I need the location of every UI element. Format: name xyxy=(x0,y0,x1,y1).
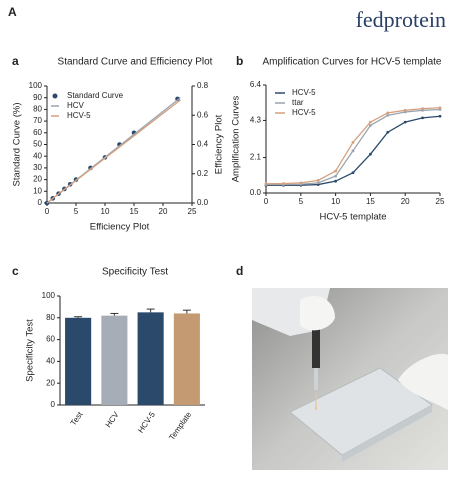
legend-label: HCV xyxy=(67,101,85,110)
y-tick-label: 80 xyxy=(46,313,55,322)
bar xyxy=(173,313,200,405)
point xyxy=(403,120,407,124)
chart-title: Specificity Test xyxy=(102,267,168,278)
x-tick-label: 15 xyxy=(130,207,139,216)
y-tick-label: 50 xyxy=(33,140,42,149)
x-tick-label: 0 xyxy=(264,197,269,206)
y2-tick-label: 0.0 xyxy=(197,198,209,207)
y-tick-label: 0.0 xyxy=(250,188,262,197)
photo xyxy=(252,288,448,470)
legend-label: HCV-5 xyxy=(292,88,316,97)
point xyxy=(351,171,355,175)
point xyxy=(175,96,180,102)
point xyxy=(282,182,285,185)
point xyxy=(438,106,442,110)
point xyxy=(369,152,372,156)
x-tick-label: 20 xyxy=(159,207,168,216)
panel-label: d xyxy=(236,264,243,278)
point xyxy=(386,113,390,117)
point xyxy=(264,182,268,186)
y-tick-label: 40 xyxy=(33,151,42,160)
y-tick-label: 100 xyxy=(29,81,43,90)
y-tick-label: 10 xyxy=(33,186,42,195)
point xyxy=(351,140,355,144)
y-axis-label: Standard Curve (%) xyxy=(12,103,23,187)
y-tick-label: 60 xyxy=(46,335,55,344)
y-tick-label: 2.1 xyxy=(250,153,262,162)
y-tick-label: 4.3 xyxy=(250,116,262,125)
x-tick-label: 5 xyxy=(74,207,79,216)
panel-label: b xyxy=(236,54,243,68)
point xyxy=(334,174,337,178)
bar xyxy=(101,315,128,405)
panel-label: a xyxy=(12,54,19,68)
x-tick-label: Template xyxy=(167,410,193,442)
x-tick-label: 25 xyxy=(436,197,445,206)
bar xyxy=(65,317,92,405)
legend-label: ttar xyxy=(292,98,304,107)
y2-tick-label: 0.4 xyxy=(197,140,209,149)
x-tick-label: 20 xyxy=(401,197,410,206)
figure-label: A xyxy=(8,5,17,19)
y-tick-label: 90 xyxy=(33,93,42,102)
point xyxy=(316,178,320,182)
point xyxy=(316,181,320,185)
y-tick-label: 80 xyxy=(33,105,42,114)
y-tick-label: 0 xyxy=(38,198,43,207)
x-tick-label: 5 xyxy=(299,197,304,206)
x-tick-label: Test xyxy=(69,410,85,428)
panel-label: c xyxy=(12,264,19,278)
y-tick-label: 0 xyxy=(51,400,56,409)
point xyxy=(369,124,372,127)
y2-tick-label: 0.2 xyxy=(197,169,209,178)
y-axis-label: Amplification Curves xyxy=(231,95,242,182)
point xyxy=(334,169,337,173)
point xyxy=(334,179,337,183)
y2-tick-label: 0.6 xyxy=(197,110,209,119)
point xyxy=(386,130,390,134)
x-axis-label: HCV-5 template xyxy=(319,212,386,223)
point xyxy=(299,181,303,185)
point xyxy=(421,116,424,120)
y-tick-label: 70 xyxy=(33,116,42,125)
legend-label: Standard Curve xyxy=(67,91,124,100)
point xyxy=(403,108,407,112)
brand: fedprotein xyxy=(356,7,446,32)
y-tick-label: 30 xyxy=(33,163,42,172)
y-tick-label: 20 xyxy=(46,378,55,387)
x-axis-label: Efficiency Plot xyxy=(90,222,150,233)
y-axis-label: Specificity Test xyxy=(25,319,36,382)
y-tick-label: 40 xyxy=(46,357,55,366)
point xyxy=(438,114,442,118)
y2-axis-label: Efficiency Plot xyxy=(214,114,225,174)
x-tick-label: 10 xyxy=(331,197,340,206)
chart-title: Standard Curve and Efficiency Plot xyxy=(58,57,213,68)
point xyxy=(421,107,424,111)
legend-label: HCV-5 xyxy=(292,108,316,117)
y2-tick-label: 0.8 xyxy=(197,81,209,90)
chart-title: Amplification Curves for HCV-5 template xyxy=(263,57,442,68)
x-tick-label: 25 xyxy=(188,207,197,216)
point xyxy=(369,120,372,124)
x-tick-label: 15 xyxy=(366,197,375,206)
point xyxy=(351,149,355,153)
series-line xyxy=(46,99,181,204)
x-tick-label: HCV-5 xyxy=(136,410,157,435)
x-tick-label: 10 xyxy=(101,207,110,216)
y-tick-label: 60 xyxy=(33,128,42,137)
x-tick-label: HCV xyxy=(104,410,121,430)
y-tick-label: 100 xyxy=(42,291,56,300)
legend-swatch xyxy=(52,93,58,99)
y-tick-label: 20 xyxy=(33,175,42,184)
y-tick-label: 6.4 xyxy=(250,80,262,89)
legend-label: HCV-5 xyxy=(67,111,91,120)
point xyxy=(386,111,390,115)
x-tick-label: 0 xyxy=(45,207,50,216)
bar xyxy=(137,312,164,405)
